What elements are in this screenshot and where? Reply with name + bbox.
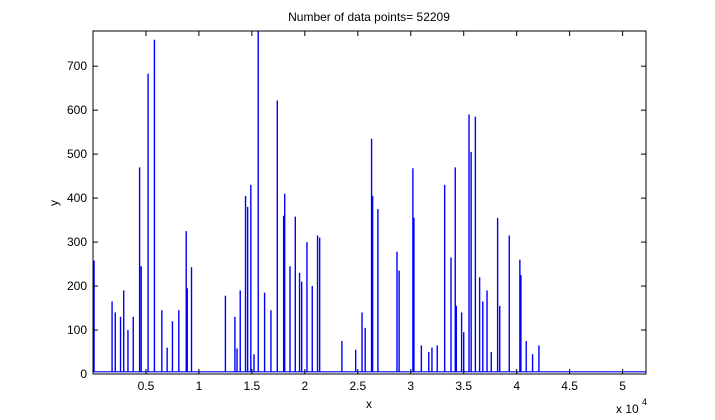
axes-box	[92, 30, 647, 375]
chart-title: Number of data points= 52209	[288, 10, 450, 24]
x-tick-label: 3.5	[455, 379, 472, 393]
x-tick-label: 4	[513, 379, 520, 393]
y-axis-ticks: 0 100 200 300 400 500 600 700	[67, 59, 646, 381]
x-axis-label: x	[366, 397, 372, 411]
x-tick-label: 3	[407, 379, 414, 393]
x-tick-label: 5	[619, 379, 626, 393]
y-tick-label: 100	[67, 323, 87, 337]
plot-area	[93, 31, 646, 374]
y-tick-label: 0	[80, 367, 87, 381]
y-tick-label: 700	[67, 59, 87, 73]
x-tick-label: 0.5	[138, 379, 155, 393]
y-tick-label: 400	[67, 191, 87, 205]
x-tick-label: 1	[196, 379, 203, 393]
x-exponent-label: x 10	[616, 402, 639, 416]
x-tick-label: 2.5	[349, 379, 366, 393]
x-tick-label: 2	[301, 379, 308, 393]
y-tick-label: 500	[67, 147, 87, 161]
y-axis-label: y	[47, 200, 61, 206]
x-exponent-power: 4	[642, 397, 647, 407]
y-tick-label: 200	[67, 279, 87, 293]
data-layer	[93, 31, 646, 373]
x-tick-label: 4.5	[561, 379, 578, 393]
y-tick-label: 300	[67, 235, 87, 249]
x-tick-label: 1.5	[244, 379, 261, 393]
x-axis-ticks: 0.5 1 1.5 2 2.5 3 3.5 4 4.5 5	[138, 31, 626, 393]
y-tick-label: 600	[67, 103, 87, 117]
